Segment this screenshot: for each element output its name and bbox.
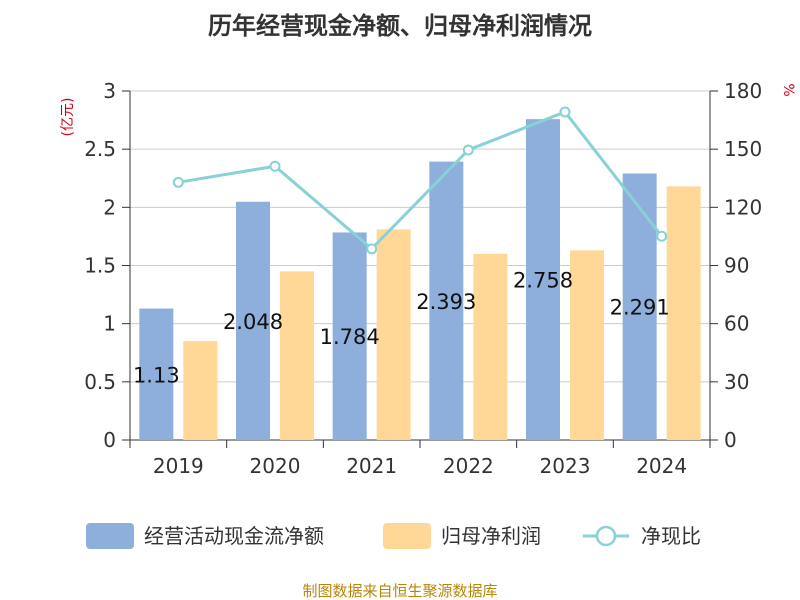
- tick-labels: 0 0 0.5 30 1 60 1.5 90 2 120 2.5 150 3 180 2019 2020 202…: [84, 79, 762, 478]
- ratio-point-2021: [366, 243, 378, 255]
- data-label-cashflow-2019: 1.13: [133, 363, 180, 387]
- bar-cashflow-2020: [236, 201, 270, 440]
- legend-swatch-cashflow: [86, 523, 134, 549]
- data-label-cashflow-2023: 2.758: [513, 269, 573, 293]
- data-label-cashflow-2020: 2.048: [223, 310, 283, 334]
- bar-cashflow-2019: [139, 308, 174, 440]
- bar-cashflow-2024: [622, 173, 657, 440]
- source-note: 制图数据来自恒生聚源数据库: [302, 582, 497, 600]
- legend-marker-ratio: [595, 525, 617, 547]
- x-tick-label: 2021: [346, 454, 397, 478]
- legend-swatch-netprofit: [383, 523, 431, 549]
- right-tick-label: 0: [724, 428, 737, 452]
- x-tick-label: 2022: [443, 454, 494, 478]
- ratio-point-2023: [559, 106, 571, 118]
- axes: [122, 90, 718, 448]
- data-label-cashflow-2022: 2.393: [416, 290, 476, 314]
- bar-cashflow-2022: [429, 161, 464, 441]
- right-tick-label: 180: [724, 79, 762, 103]
- left-tick-label: 0: [103, 428, 116, 452]
- legend: 经营活动现金流净额 归母净利润 净现比: [86, 523, 701, 549]
- bar-netprofit-2021: [376, 229, 411, 440]
- bar-netprofit-2019: [183, 341, 218, 440]
- grid: [130, 90, 710, 441]
- bar-cashflow-2021: [332, 232, 367, 440]
- right-tick-label: 30: [724, 370, 749, 394]
- bar-netprofit-2023: [570, 250, 604, 440]
- legend-label-cashflow: 经营活动现金流净额: [144, 524, 324, 548]
- left-tick-label: 1.5: [84, 254, 116, 278]
- left-tick-label: 3: [103, 79, 116, 103]
- ratio-point-2020: [269, 160, 281, 172]
- left-tick-label: 1: [103, 312, 116, 336]
- ratio-point-2024: [656, 230, 668, 242]
- bar-netprofit-2024: [666, 186, 701, 440]
- bar-netprofit-2022: [473, 253, 508, 440]
- ratio-line: [172, 106, 668, 255]
- ratio-point-2022: [462, 144, 474, 156]
- x-tick-label: 2023: [540, 454, 591, 478]
- bar-cashflow-2023: [526, 119, 560, 441]
- right-tick-label: 60: [724, 312, 749, 336]
- right-axis-unit: %: [780, 83, 796, 96]
- x-tick-label: 2020: [250, 454, 301, 478]
- left-tick-label: 2.5: [84, 137, 116, 161]
- left-tick-label: 0.5: [84, 370, 116, 394]
- x-tick-label: 2024: [636, 454, 687, 478]
- bar-netprofit-2020: [280, 271, 314, 440]
- legend-label-netprofit: 归母净利润: [441, 524, 541, 548]
- data-label-cashflow-2021: 1.784: [320, 325, 380, 349]
- ratio-point-2019: [172, 176, 184, 188]
- chart-title: 历年经营现金净额、归母净利润情况: [208, 12, 592, 40]
- x-tick-label: 2019: [153, 454, 204, 478]
- legend-label-ratio: 净现比: [641, 524, 701, 548]
- left-tick-label: 2: [103, 195, 116, 219]
- right-tick-label: 120: [724, 195, 762, 219]
- data-label-cashflow-2024: 2.291: [610, 296, 670, 320]
- ratio-line-path: [178, 110, 663, 251]
- bars: [139, 119, 701, 441]
- right-tick-label: 150: [724, 137, 762, 161]
- right-tick-label: 90: [724, 254, 749, 278]
- data-labels: 1.13 2.048 1.784 2.393 2.758 2.291: [133, 269, 670, 388]
- left-axis-unit: (亿元): [60, 98, 76, 137]
